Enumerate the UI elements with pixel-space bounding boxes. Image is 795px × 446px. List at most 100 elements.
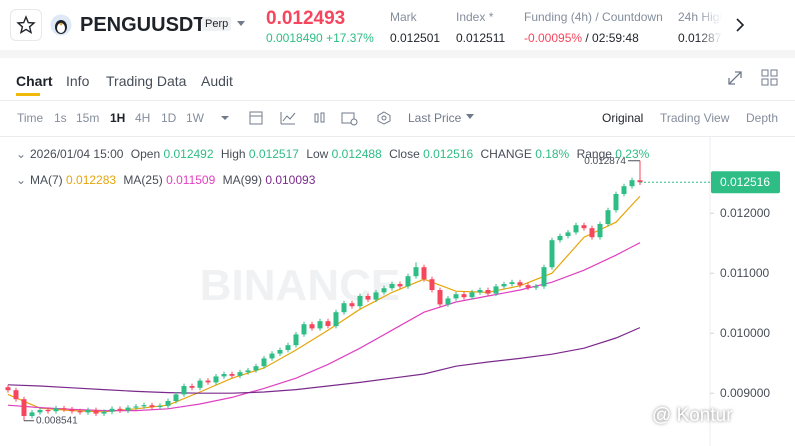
legend-label: MA(7) [30,173,63,187]
divider [0,136,795,137]
price-change: 0.0018490 +17.37% [266,31,374,45]
candle-body [301,324,307,335]
interval[interactable]: 1s [54,111,67,125]
candle-body [405,276,411,287]
candle-body [541,267,547,287]
candle-body [141,405,147,407]
tab[interactable]: Audit [201,73,233,89]
candle-body [101,411,107,414]
candle-body [549,240,555,268]
candle-body [149,405,155,407]
info-label: Low [306,147,329,161]
ma-line [7,327,641,394]
candle-body [485,290,491,294]
price-type[interactable]: Last Price [408,111,462,125]
candle-body [53,408,59,412]
candle-body [277,350,283,354]
candle-body [501,284,507,287]
tab-active[interactable]: Chart [16,73,53,89]
interval[interactable]: 15m [76,111,100,125]
ohlc-info: ⌄ 2026/01/04 15:00 Open 0.012492 High 0.0… [16,147,649,161]
tab[interactable]: Info [66,73,90,89]
candle-body [133,406,139,408]
candle-body [605,210,611,224]
dropdown-caret[interactable] [236,20,246,28]
candle-body [21,399,27,416]
star-icon [16,15,36,34]
chart-icons[interactable] [726,68,788,88]
candle-body [173,394,179,401]
symbol: PENGUUSDT [80,14,206,36]
watermark: BINANCE [200,261,400,310]
tab[interactable]: Trading Data [106,73,187,89]
legend-value: 0.012283 [66,173,117,187]
candle-body [565,232,571,236]
view[interactable]: Trading View [660,111,730,125]
legend-label: MA(25) [123,173,163,187]
last-price-tag [711,171,780,194]
info-value: 0.23% [615,147,650,161]
change-pct: +17.37% [326,31,374,45]
candle-body [189,386,195,388]
info-value: 0.012492 [163,147,214,161]
candle-body [125,407,131,411]
candle-body [317,321,323,329]
candle-body [397,284,403,287]
tool-icons[interactable] [218,110,398,126]
stat-label: Index * [456,10,494,24]
candle-body [333,312,339,326]
price-type-caret[interactable] [465,113,475,121]
favorite-button[interactable] [10,9,42,41]
scroll-right[interactable] [734,17,746,33]
tab-underline [16,93,40,96]
candle-body [629,180,635,187]
candle-body [621,186,627,194]
candle-body [61,408,67,410]
candle-body [29,412,35,416]
candle-body [389,284,395,289]
candle-body [325,321,331,326]
candle-body [557,236,563,241]
info-value: 0.012516 [423,147,474,161]
candle-body [285,345,291,350]
collapse-icon[interactable]: ⌄ [16,147,27,161]
stat-label: Funding (4h) / Countdown [524,10,663,24]
interval[interactable]: 4H [135,111,151,125]
interval-active[interactable]: 1H [110,111,126,125]
view[interactable]: Depth [746,111,779,125]
candle-body [221,374,227,377]
candle-body [69,409,75,412]
last-price: 0.012493 [266,8,346,29]
change: 0.0018490 [266,31,323,45]
candle-body [581,225,587,229]
candle-body [365,296,371,300]
ma-line [7,242,641,412]
countdown: / 02:59:48 [585,31,639,45]
candle-body [493,286,499,294]
candle-body [421,267,427,280]
interval[interactable]: Time [17,111,44,125]
interval[interactable]: 1D [161,111,177,125]
candle-body [509,282,515,284]
view-active[interactable]: Original [602,111,644,125]
info-value: 0.012517 [248,147,299,161]
info-label: High [220,147,246,161]
collapse-icon[interactable]: ⌄ [16,173,27,187]
candle-body [253,366,259,371]
candle-body [349,303,355,307]
stat-value: 0.012511 [456,31,506,45]
info-value: 0.012488 [331,147,382,161]
candle-body [613,194,619,211]
y-tick-label: 0.009000 [720,386,770,400]
candle-body [13,390,19,400]
stat-value: 0.012501 [390,31,441,45]
candle-body [341,303,347,313]
candle-body [445,298,451,305]
y-tick-label: 0.010000 [720,326,770,340]
interval[interactable]: 1W [186,111,204,125]
candle-body [413,267,419,277]
stat-label: Mark [390,10,417,24]
candle-body [429,279,435,290]
separator [0,50,795,58]
